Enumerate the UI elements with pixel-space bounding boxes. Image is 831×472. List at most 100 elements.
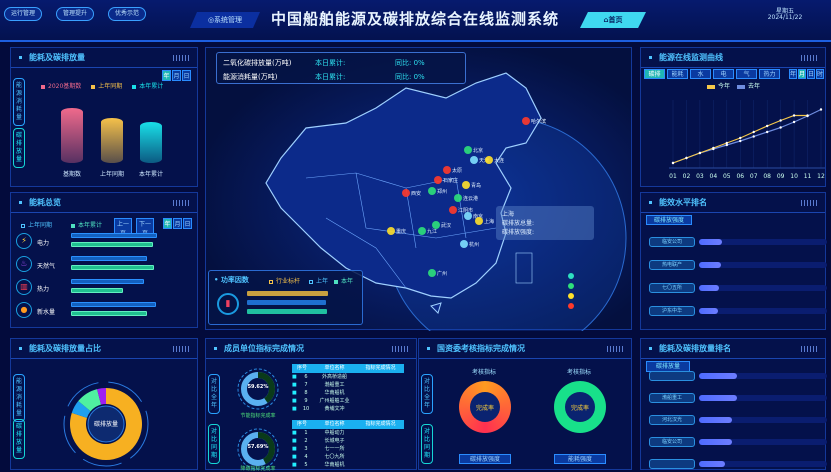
tab-metric[interactable]: 能耗 bbox=[667, 69, 688, 79]
energy-type-label: 新水量 bbox=[37, 309, 56, 316]
row-unit: 黄埔文冲 bbox=[324, 406, 345, 412]
x-tick-label: 03 bbox=[696, 173, 704, 180]
tab-metric[interactable]: 气 bbox=[736, 69, 757, 79]
heat-icon: ▥ bbox=[16, 279, 32, 295]
rank-item-label[interactable]: 临安公司 bbox=[649, 437, 695, 447]
rank-item-label[interactable] bbox=[649, 459, 695, 469]
city-label: 郑州 bbox=[437, 188, 447, 195]
rank-item-label[interactable]: 七〇五所 bbox=[649, 283, 695, 293]
city-marker[interactable] bbox=[418, 227, 426, 235]
table-row[interactable]: ■ 4 七〇九所 bbox=[292, 453, 404, 461]
city-marker[interactable] bbox=[434, 176, 442, 184]
period-month[interactable]: 月 bbox=[173, 218, 182, 229]
donut-center bbox=[87, 405, 125, 443]
power-factor-bar bbox=[247, 291, 328, 296]
period-day[interactable]: 日 bbox=[183, 218, 192, 229]
period-tab[interactable]: 时 bbox=[816, 69, 824, 79]
row-index: 5 bbox=[304, 462, 308, 468]
table-row[interactable]: ■ 1 中船动力 bbox=[292, 429, 404, 437]
side-tab-energy[interactable]: 能源消耗量 bbox=[13, 78, 25, 126]
side-tab-full-year[interactable]: 对比全年 bbox=[208, 374, 220, 414]
energy-intensity-button[interactable]: 能耗强度 bbox=[554, 454, 606, 464]
city-marker[interactable] bbox=[402, 189, 410, 197]
data-point bbox=[671, 161, 675, 165]
table-row[interactable]: ■ 3 七一一所 bbox=[292, 445, 404, 453]
city-marker[interactable] bbox=[522, 117, 530, 125]
city-label: 南京 bbox=[473, 213, 483, 220]
city-marker[interactable] bbox=[387, 227, 395, 235]
city-marker[interactable] bbox=[454, 194, 462, 202]
table-row[interactable]: ■ 10 黄埔文冲 bbox=[292, 405, 404, 413]
nav-management[interactable]: 管理提升 bbox=[56, 7, 95, 21]
row-bullet: ■ bbox=[292, 430, 297, 436]
table-row[interactable]: ■ 6 外高桥造船 bbox=[292, 373, 404, 381]
table-row[interactable]: ■ 5 华南船机 bbox=[292, 461, 404, 469]
city-marker[interactable] bbox=[485, 156, 493, 164]
city-marker[interactable] bbox=[443, 166, 451, 174]
energy-type-label: 天然气 bbox=[37, 263, 56, 270]
city-marker[interactable] bbox=[432, 221, 440, 229]
tab-metric[interactable]: 碳排 bbox=[644, 69, 665, 79]
city-label: 石家庄 bbox=[443, 177, 458, 184]
table-row[interactable]: ■ 7 渤船重工 bbox=[292, 381, 404, 389]
period-year[interactable]: 年 bbox=[163, 218, 172, 229]
data-point bbox=[698, 151, 702, 155]
side-tab-carbon[interactable]: 碳排放量 bbox=[13, 419, 25, 459]
table-row[interactable]: ■ 9 广州船舶工业 bbox=[292, 397, 404, 405]
period-tab[interactable]: 月 bbox=[798, 69, 806, 79]
period-year[interactable]: 年 bbox=[162, 70, 171, 81]
carbon-intensity-button[interactable]: 碳排放强度 bbox=[459, 454, 511, 464]
city-marker[interactable] bbox=[428, 269, 436, 277]
panel-title: 能源在线监测曲线 bbox=[641, 48, 825, 68]
rank-item-label[interactable] bbox=[649, 371, 695, 381]
city-marker[interactable] bbox=[470, 156, 478, 164]
city-marker[interactable] bbox=[475, 217, 483, 225]
city-label: 杭州 bbox=[469, 241, 479, 248]
row-bullet: ■ bbox=[292, 454, 297, 460]
rank-bar bbox=[699, 461, 725, 467]
rank-item-label[interactable]: 河北汉光 bbox=[649, 415, 695, 425]
tab-carbon-intensity[interactable]: 碳排放强度 bbox=[646, 215, 692, 225]
tab-system-management[interactable]: ◎系统管理 bbox=[190, 12, 260, 28]
legend-last-year: 去年 bbox=[737, 81, 760, 90]
table-row[interactable]: ■ 2 长城电子 bbox=[292, 437, 404, 445]
rank-item-label[interactable]: 热电联产 bbox=[649, 260, 695, 270]
city-marker[interactable] bbox=[449, 206, 457, 214]
side-tab-same-period[interactable]: 对比同期 bbox=[421, 424, 433, 464]
nav-operation[interactable]: 运行管理 bbox=[4, 7, 43, 21]
legend-this-year: 本年 bbox=[334, 276, 353, 285]
side-tab-full-year[interactable]: 对比全年 bbox=[421, 374, 433, 414]
rank-item-label[interactable]: 渤船重工 bbox=[649, 393, 695, 403]
city-marker[interactable] bbox=[460, 240, 468, 248]
rank-item-label[interactable]: 临安公司 bbox=[649, 237, 695, 247]
period-tab[interactable]: 年 bbox=[789, 69, 797, 79]
rank-item-label[interactable]: 沪东中华 bbox=[649, 306, 695, 316]
tab-home[interactable]: ⌂首页 bbox=[580, 12, 646, 28]
pie-slice bbox=[70, 388, 142, 460]
side-tab-energy[interactable]: 能源消耗量 bbox=[13, 374, 25, 422]
tab-metric[interactable]: 电 bbox=[713, 69, 734, 79]
city-marker[interactable] bbox=[464, 146, 472, 154]
side-tab-carbon[interactable]: 碳排放量 bbox=[13, 128, 25, 168]
power-factor-title: • 功率因数 bbox=[214, 276, 249, 284]
period-tab[interactable]: 日 bbox=[807, 69, 815, 79]
map-legend bbox=[568, 273, 576, 313]
gauge1-center: 完成率 bbox=[475, 405, 494, 412]
side-tab-same-period[interactable]: 对比同期 bbox=[208, 424, 220, 464]
period-day[interactable]: 日 bbox=[182, 70, 191, 81]
legend-current: 本年累计 bbox=[71, 220, 102, 229]
city-marker[interactable] bbox=[428, 187, 436, 195]
page-title: 中国船舶能源及碳排放综合在线监测系统 bbox=[270, 10, 559, 28]
period-month[interactable]: 月 bbox=[172, 70, 181, 81]
rank-bar bbox=[699, 417, 733, 423]
table-row[interactable]: ■ 8 华南船机 bbox=[292, 389, 404, 397]
legend-last: 上年同期 bbox=[91, 81, 122, 90]
panel-energy-overview: 能耗总览 上年同期 本年累计 上一页 下一页 年 月 日 ⚡电力♨天然气▥热力●… bbox=[10, 192, 198, 328]
tab-metric[interactable]: 热力 bbox=[759, 69, 780, 79]
city-marker[interactable] bbox=[462, 181, 470, 189]
city-marker[interactable] bbox=[464, 212, 472, 220]
nav-demo[interactable]: 优秀示范 bbox=[108, 7, 147, 21]
panel-title: 能耗总览 bbox=[11, 193, 197, 213]
tab-metric[interactable]: 水 bbox=[690, 69, 711, 79]
